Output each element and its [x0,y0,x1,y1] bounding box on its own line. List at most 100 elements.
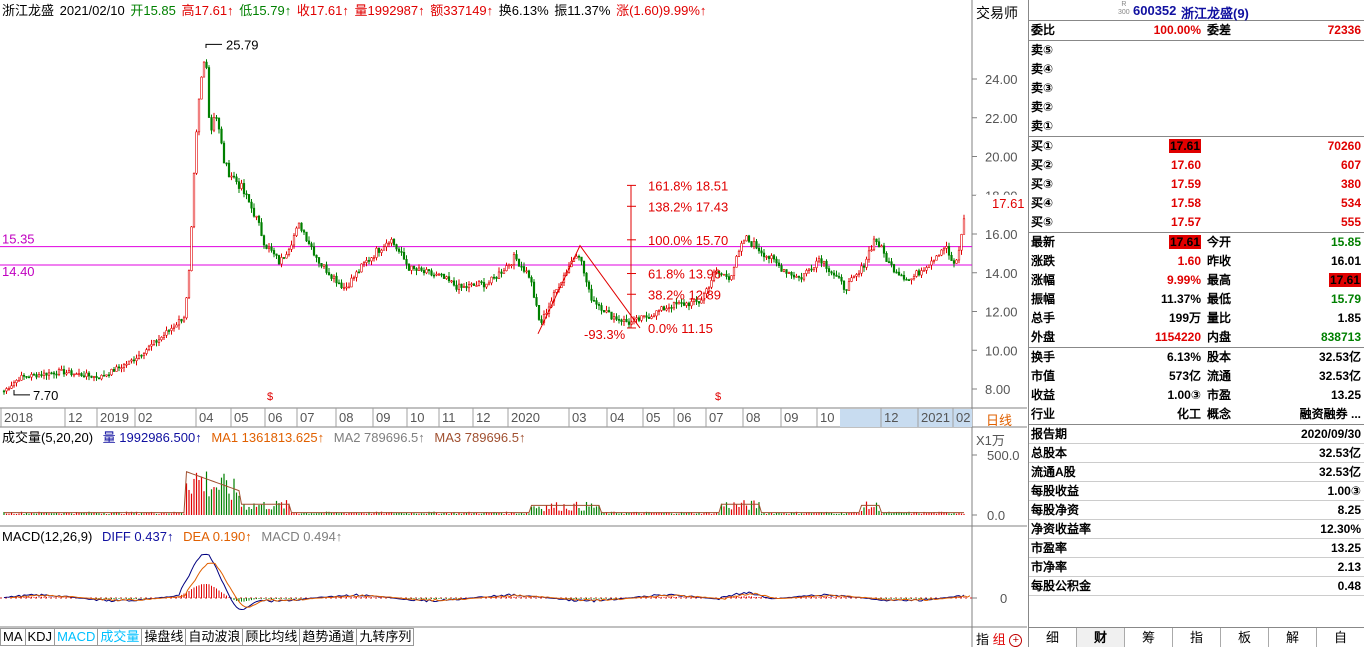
stat2-row[interactable]: 行业 化工 概念 融资融券 ... [1031,405,1361,424]
stat2-label: 收益 [1031,388,1056,402]
candle-body [915,270,918,277]
candle-body [102,374,106,377]
zu-button[interactable]: 组 [992,632,1006,647]
candle-body [497,271,501,279]
buy-row[interactable]: 买⑤ 17.57 555 [1031,213,1361,232]
sell-row[interactable]: 卖① [1031,117,1361,136]
macd-value: MACD 0.494↑ [261,529,343,544]
buy-price: 17.58 [1170,196,1201,210]
candle-body [862,265,866,268]
stat-row[interactable]: 涨跌 1.60 昨收 16.01 [1031,252,1361,271]
quote-tab[interactable]: 解 [1269,628,1317,647]
finance-row[interactable]: 每股净资 8.25 [1031,501,1361,520]
candle-body [777,262,781,267]
buy-price-highlight: 17.61 [1168,139,1201,153]
indicator-tab[interactable]: 九转序列 [357,628,415,646]
weibi-label: 委比 [1031,23,1056,37]
finance-value: 0.48 [1337,579,1361,593]
quote-tab[interactable]: 财 [1077,628,1125,647]
high-price-label: 25.79 [226,37,259,52]
stat2-row[interactable]: 市值 573亿 流通 32.53亿 [1031,367,1361,386]
finance-row-separator [1029,462,1364,463]
stat-row[interactable]: 振幅 11.37% 最低 15.79 [1031,290,1361,309]
quote-tab[interactable]: 细 [1029,628,1077,647]
time-axis-label: 04 [199,410,213,425]
candle-body [475,285,478,287]
candle-body [347,286,351,289]
finance-row[interactable]: 净资收益率 12.30% [1031,520,1361,539]
add-indicator-icon[interactable]: + [1009,634,1023,647]
fib-label: 0.0% 11.15 [648,321,713,336]
stat-row[interactable]: 外盘 1154220 内盘 838713 [1031,328,1361,347]
indicator-tab[interactable]: 自动波浪 [186,628,244,646]
buy-row[interactable]: 买③ 17.59 380 [1031,175,1361,194]
stat2-value: 573亿 [1168,369,1201,383]
weibi-row[interactable]: 委比 100.00% 委差 72336 [1031,21,1361,40]
candle-body [25,376,28,378]
finance-row[interactable]: 总股本 32.53亿 [1031,444,1361,463]
candle-body [37,374,41,378]
candle-body [22,375,26,377]
period-daily-label[interactable]: 日线 [986,413,1013,428]
quote-tab[interactable]: 筹 [1125,628,1173,647]
finance-row[interactable]: 报告期 2020/09/30 [1031,425,1361,444]
candle-body [12,382,16,387]
stat-row[interactable]: 涨幅 9.99% 最高 17.61 [1031,271,1361,290]
sell-row[interactable]: 卖④ [1031,60,1361,79]
volume-title[interactable]: 成交量(5,20,20) [2,430,94,445]
kline-chart-area[interactable]: 24.0022.0020.0018.0016.0014.0012.0010.00… [0,0,1027,647]
candle-body [245,193,248,196]
close-price: 收17.61↑ [296,3,349,18]
finance-row[interactable]: 每股公积金 0.48 [1031,577,1361,596]
buy-row[interactable]: 买① 17.61 70260 [1031,137,1361,156]
indicator-tab[interactable]: 操盘线 [142,628,187,646]
buy-row[interactable]: 买④ 17.58 534 [1031,194,1361,213]
time-axis-label: 2018 [4,410,33,425]
stat-row[interactable]: 总手 199万 量比 1.85 [1031,309,1361,328]
trader-button[interactable]: 交易师 [976,5,1018,21]
candle-body [510,264,513,267]
finance-row[interactable]: 市盈率 13.25 [1031,539,1361,558]
quote-tab[interactable]: 板 [1221,628,1269,647]
zhi-button[interactable]: 指 [976,632,990,647]
indicator-tab[interactable]: 顾比均线 [243,628,301,646]
time-axis-label: 09 [784,410,798,425]
sell-row[interactable]: 卖② [1031,98,1361,117]
time-axis-label: 2019 [100,410,129,425]
stat2-row[interactable]: 换手 6.13% 股本 32.53亿 [1031,348,1361,367]
sell-row[interactable]: 卖③ [1031,79,1361,98]
macd-title[interactable]: MACD(12,26,9) [2,529,93,544]
candle-body [185,297,188,319]
candle-body [612,316,616,320]
s-marker: $ [267,391,273,403]
candle-body [50,372,53,375]
time-axis-label: 08 [339,410,353,425]
finance-row[interactable]: 流通A股 32.53亿 [1031,463,1361,482]
fib-label: 100.0% 15.70 [648,233,728,248]
indicator-tab[interactable]: MA [0,628,26,646]
stat-row[interactable]: 最新 17.61 今开 15.85 [1031,233,1361,252]
quote-tab[interactable]: 指 [1173,628,1221,647]
candle-body [830,271,833,274]
indicator-tab[interactable]: 趋势通道 [300,628,358,646]
sell-row[interactable]: 卖⑤ [1031,41,1361,60]
buy-row[interactable]: 买② 17.60 607 [1031,156,1361,175]
candle-body [227,162,231,178]
finance-value: 32.53亿 [1318,446,1361,460]
candle-body [722,273,726,276]
indicator-tab[interactable]: MACD [55,628,99,646]
stat2-row[interactable]: 收益 1.00③ 市盈 13.25 [1031,386,1361,405]
time-axis-label: 12 [884,410,898,425]
candle-body [517,258,521,267]
finance-row[interactable]: 每股收益 1.00③ [1031,482,1361,501]
indicator-tab[interactable]: 成交量 [98,628,143,646]
indicator-tab[interactable]: KDJ [25,628,56,646]
candle-body [315,254,318,258]
candle-body [825,260,828,269]
quote-tab[interactable]: 自 [1317,628,1364,647]
kline-chart-svg[interactable]: 24.0022.0020.0018.0016.0014.0012.0010.00… [0,0,1027,647]
finance-row[interactable]: 市净率 2.13 [1031,558,1361,577]
candle-body [405,259,408,265]
candle-body [80,373,83,377]
quote-panel: R 300 600352 浙江龙盛(9) 委比 100.00% 委差 72336 卖⑤ 卖④… [1028,0,1364,647]
